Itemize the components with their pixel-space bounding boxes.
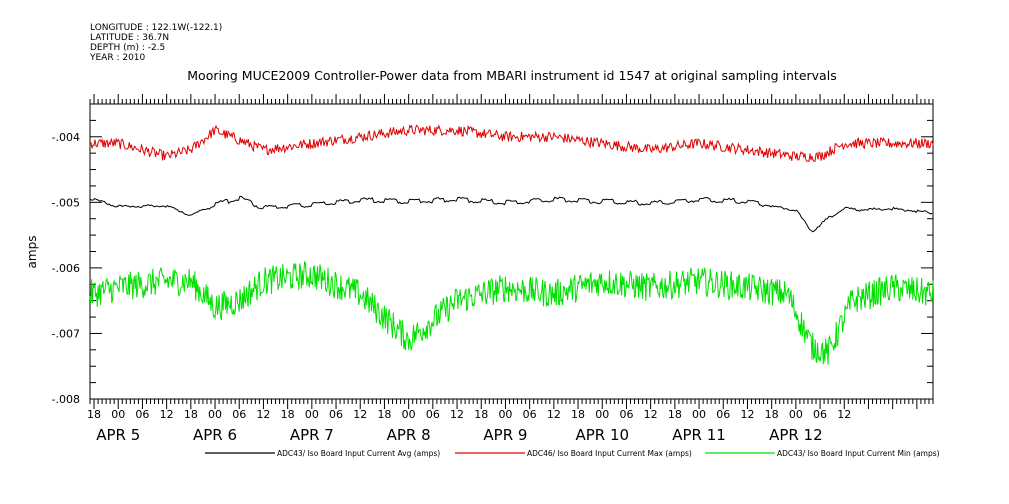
x-tick-label: 18 bbox=[474, 408, 488, 421]
day-label: APR 6 bbox=[193, 426, 237, 444]
legend-label: ADC43/ Iso Board Input Current Min (amps… bbox=[777, 449, 940, 458]
day-label: APR 11 bbox=[672, 426, 726, 444]
x-tick-label: 00 bbox=[402, 408, 416, 421]
x-tick-label: 12 bbox=[353, 408, 367, 421]
legend: ADC43/ Iso Board Input Current Avg (amps… bbox=[205, 449, 940, 458]
x-tick-label: 18 bbox=[87, 408, 101, 421]
latitude-text: LATITUDE : 36.7N bbox=[90, 33, 169, 43]
day-label: APR 7 bbox=[290, 426, 334, 444]
x-tick-label: 06 bbox=[135, 408, 149, 421]
x-tick-label: 06 bbox=[426, 408, 440, 421]
x-tick-label: 12 bbox=[256, 408, 270, 421]
x-tick-label: 18 bbox=[765, 408, 779, 421]
x-tick-label: 06 bbox=[619, 408, 633, 421]
legend-label: ADC43/ Iso Board Input Current Avg (amps… bbox=[277, 449, 440, 458]
x-tick-label: 00 bbox=[111, 408, 125, 421]
year-text: YEAR : 2010 bbox=[89, 53, 146, 63]
x-tick-label: 00 bbox=[789, 408, 803, 421]
day-label: APR 5 bbox=[96, 426, 140, 444]
x-tick-label: 12 bbox=[450, 408, 464, 421]
x-tick-label: 12 bbox=[740, 408, 754, 421]
x-tick-label: 06 bbox=[716, 408, 730, 421]
y-tick-label: -.007 bbox=[52, 327, 80, 340]
x-tick-label: 18 bbox=[281, 408, 295, 421]
day-label: APR 10 bbox=[575, 426, 629, 444]
series-line-1 bbox=[89, 195, 933, 233]
depth-text: DEPTH (m) : -2.5 bbox=[90, 43, 165, 53]
x-tick-label: 00 bbox=[498, 408, 512, 421]
legend-label: ADC46/ Iso Board Input Current Max (amps… bbox=[527, 449, 692, 458]
x-tick-label: 12 bbox=[644, 408, 658, 421]
ticks-layer: 18 00 06 12 18 00 06 12 18 00 06 12 18 00 06 12 18 00 06 12… bbox=[52, 94, 934, 444]
x-tick-label: 12 bbox=[547, 408, 561, 421]
longitude-text: LONGITUDE : 122.1W(-122.1) bbox=[90, 23, 222, 33]
x-tick-label: 18 bbox=[668, 408, 682, 421]
chart-title: Mooring MUCE2009 Controller-Power data f… bbox=[187, 68, 836, 83]
day-label: APR 12 bbox=[769, 426, 823, 444]
x-tick-label: 06 bbox=[232, 408, 246, 421]
x-tick-label: 06 bbox=[813, 408, 827, 421]
day-label: APR 9 bbox=[483, 426, 527, 444]
x-tick-label: 06 bbox=[523, 408, 537, 421]
y-tick-label: -.008 bbox=[52, 393, 80, 406]
y-tick-label: -.005 bbox=[52, 196, 80, 209]
y-axis-label: amps bbox=[25, 236, 39, 269]
x-tick-label: 00 bbox=[305, 408, 319, 421]
series-line-2 bbox=[89, 124, 934, 162]
x-tick-label: 12 bbox=[837, 408, 851, 421]
x-tick-label: 00 bbox=[208, 408, 222, 421]
x-tick-label: 18 bbox=[184, 408, 198, 421]
series-layer bbox=[89, 124, 934, 365]
x-tick-label: 12 bbox=[160, 408, 174, 421]
y-tick-label: -.006 bbox=[52, 262, 80, 275]
x-tick-label: 00 bbox=[692, 408, 706, 421]
plot-frame bbox=[89, 103, 934, 400]
x-tick-label: 06 bbox=[329, 408, 343, 421]
x-tick-label: 18 bbox=[571, 408, 585, 421]
y-tick-label: -.004 bbox=[52, 131, 80, 144]
day-label: APR 8 bbox=[387, 426, 431, 444]
x-tick-label: 18 bbox=[377, 408, 391, 421]
series-line-3 bbox=[89, 260, 934, 365]
x-tick-label: 00 bbox=[595, 408, 609, 421]
